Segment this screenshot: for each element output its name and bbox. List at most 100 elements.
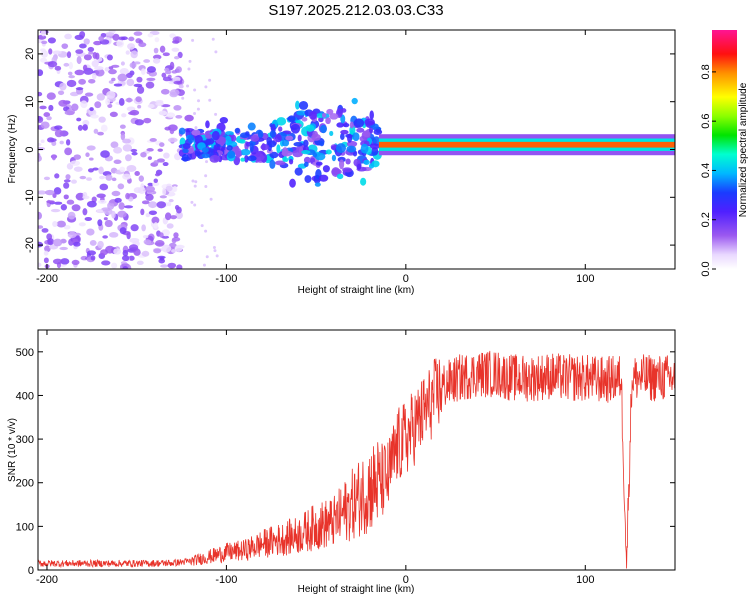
noise-blob: [63, 182, 70, 189]
colorbar-tick-label: 0.4: [700, 163, 712, 178]
noise-blob: [209, 197, 213, 201]
noise-blob: [119, 124, 126, 129]
onset-blob: [322, 165, 330, 173]
noise-blob: [101, 260, 111, 266]
noise-blob: [73, 241, 81, 247]
noise-blob: [127, 43, 136, 50]
noise-blob: [134, 119, 145, 126]
noise-blob: [59, 140, 64, 145]
onset-blob: [326, 108, 334, 115]
noise-blob: [82, 64, 88, 71]
colorbar-tick-label: 0.6: [700, 114, 712, 129]
y-tick-label: 200: [16, 478, 34, 490]
noise-blob: [82, 124, 88, 131]
onset-blob: [318, 174, 329, 182]
colorbar-label: Normalized spectral amplitude: [738, 82, 749, 217]
onset-blob: [301, 149, 311, 155]
noise-blob: [97, 219, 103, 227]
noise-blob: [88, 78, 96, 84]
noise-blob: [40, 50, 49, 58]
noise-blob: [113, 248, 122, 255]
noise-blob: [47, 37, 56, 44]
noise-blob: [117, 183, 125, 190]
spectrogram-xlabel: Height of straight line (km): [298, 285, 415, 296]
noise-blob: [93, 40, 102, 46]
noise-blob: [44, 189, 55, 196]
noise-blob: [71, 103, 79, 111]
onset-blob: [213, 144, 218, 154]
onset-blob: [336, 122, 345, 128]
noise-blob: [41, 40, 48, 45]
noise-blob: [52, 220, 58, 227]
onset-blob: [288, 158, 294, 165]
noise-blob: [98, 36, 104, 42]
noise-blob: [212, 246, 216, 250]
noise-blob: [66, 199, 75, 205]
noise-blob: [143, 117, 152, 124]
onset-blob: [329, 130, 334, 137]
onset-blob: [363, 159, 370, 165]
y-tick-label: 400: [16, 390, 34, 402]
noise-blob: [154, 37, 160, 43]
onset-blob: [325, 117, 331, 125]
noise-blob: [167, 201, 172, 207]
noise-blob: [40, 57, 48, 63]
noise-blob: [104, 32, 115, 37]
onset-blob: [295, 100, 300, 110]
y-tick-label: 20: [24, 48, 36, 60]
noise-blob: [86, 250, 97, 256]
onset-blob: [338, 159, 345, 170]
noise-blob: [48, 48, 53, 55]
noise-blob: [160, 264, 169, 268]
noise-blob: [107, 201, 115, 210]
noise-blob: [67, 211, 76, 220]
noise-blob: [165, 70, 172, 75]
noise-blob: [133, 31, 143, 36]
noise-blob: [173, 80, 183, 85]
noise-blob: [70, 160, 81, 166]
noise-blob: [174, 55, 180, 60]
onset-blob: [352, 132, 360, 142]
noise-blob: [128, 255, 135, 261]
noise-blob: [214, 112, 218, 116]
noise-blob: [38, 154, 42, 162]
noise-blob: [128, 36, 135, 42]
noise-blob: [176, 264, 183, 269]
noise-blob: [174, 245, 183, 252]
noise-blob: [174, 204, 180, 210]
noise-blob: [196, 107, 200, 111]
noise-blob: [106, 54, 113, 61]
noise-blob: [58, 99, 68, 107]
noise-blob: [187, 67, 191, 71]
onset-blob: [238, 139, 246, 144]
onset-blob: [351, 97, 358, 105]
noise-blob: [125, 192, 130, 200]
noise-blob: [205, 255, 209, 259]
noise-blob: [130, 224, 139, 232]
onset-blob: [205, 137, 215, 145]
noise-blob: [68, 75, 75, 79]
noise-blob: [169, 61, 175, 70]
noise-blob: [102, 235, 108, 239]
noise-blob: [78, 78, 86, 85]
noise-blob: [104, 219, 113, 228]
noise-blob: [134, 171, 140, 176]
noise-blob: [159, 257, 165, 261]
noise-blob: [86, 200, 97, 208]
noise-blob: [186, 84, 190, 88]
noise-blob: [41, 228, 49, 233]
noise-blob: [172, 76, 181, 82]
snr-ylabel: SNR (10 * v/v): [7, 418, 18, 482]
noise-blob: [137, 104, 142, 109]
onset-blob: [315, 161, 323, 166]
onset-blob: [321, 112, 327, 118]
noise-blob: [168, 199, 174, 203]
noise-blob: [43, 176, 51, 181]
noise-blob: [153, 160, 159, 165]
x-tick-label: -100: [215, 574, 237, 586]
noise-blob: [165, 185, 173, 192]
noise-blob: [135, 96, 142, 103]
onset-blob: [318, 116, 324, 123]
noise-blob: [148, 210, 158, 216]
noise-blob: [88, 157, 94, 161]
